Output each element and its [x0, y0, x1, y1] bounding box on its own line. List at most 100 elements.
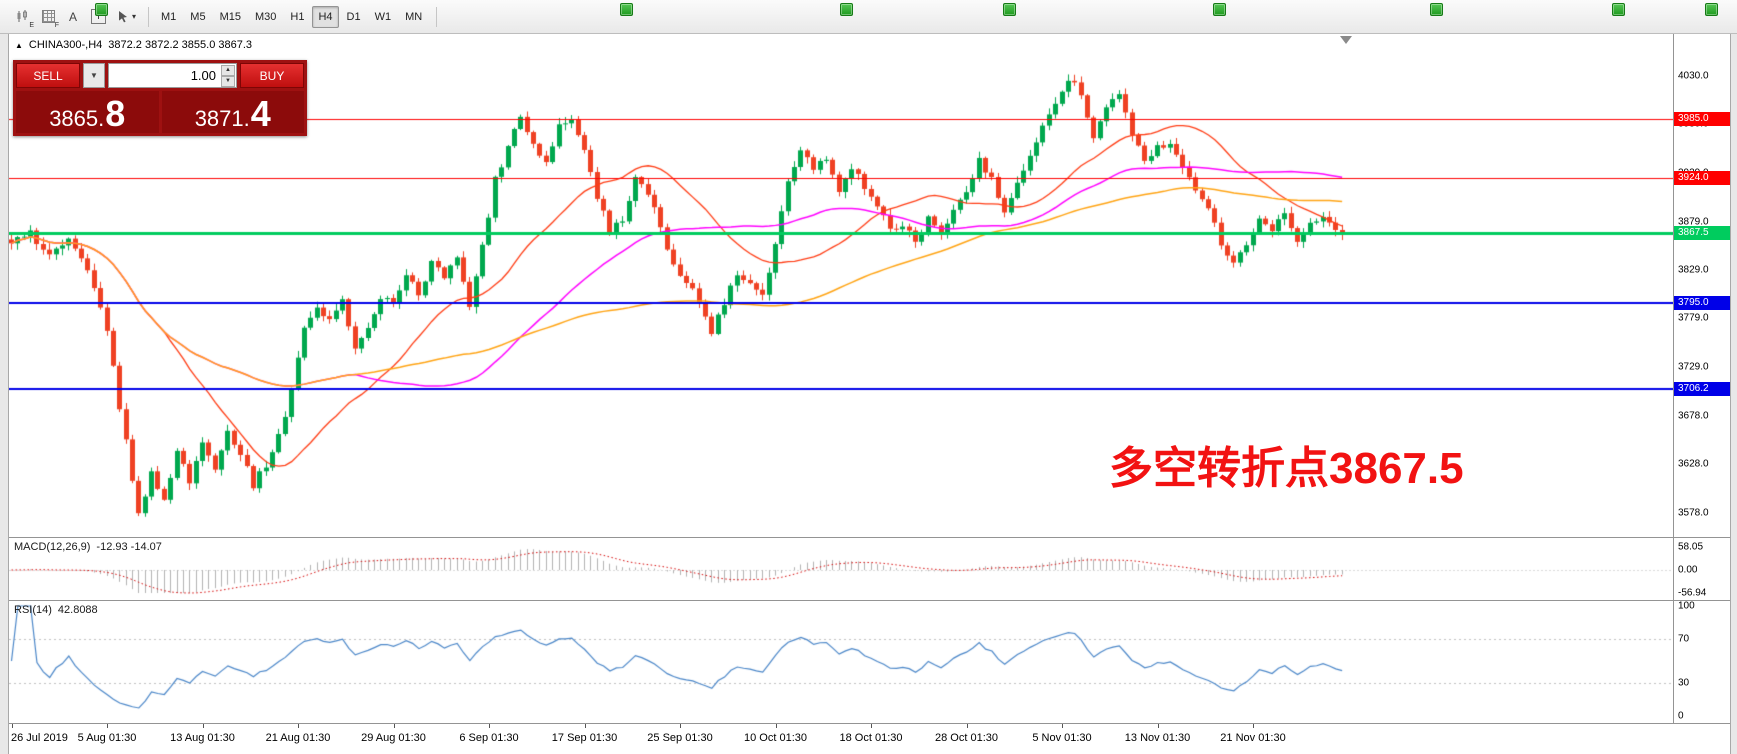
time-axis-tick	[298, 724, 299, 728]
rsi-plot-area[interactable]: RSI(14) 42.8088	[9, 601, 1673, 723]
time-axis-label: 18 Oct 01:30	[839, 732, 903, 744]
grid-tool-button[interactable]: F	[36, 5, 60, 29]
time-axis-tick	[107, 724, 108, 728]
time-axis-tick	[680, 724, 681, 728]
price-level-tag: 3706.2	[1674, 381, 1730, 396]
symbol-ohlc-values: 3872.2 3872.2 3855.0 3867.3	[108, 39, 253, 51]
volume-increase-button[interactable]: ▲	[221, 65, 235, 76]
buy-price-display: 3871. 4	[161, 91, 304, 134]
chart-status-icon[interactable]	[840, 3, 853, 16]
cursor-tool-button[interactable]: ▾	[112, 5, 141, 29]
price-axis[interactable]: 4030.03980.03929.03879.03829.03779.03729…	[1673, 34, 1730, 537]
rsi-header: RSI(14) 42.8088	[14, 604, 98, 616]
sell-price-main: 3865	[49, 106, 99, 131]
volume-stepper: ▲ ▼	[221, 65, 235, 87]
timeframe-d1[interactable]: D1	[346, 10, 361, 23]
chart-status-icon[interactable]	[1003, 3, 1016, 16]
time-axis-label: 10 Oct 01:30	[744, 732, 807, 744]
price-axis-label: 3829.0	[1678, 264, 1709, 276]
macd-axis[interactable]: 58.05 0.00 -56.94	[1673, 538, 1730, 600]
rsi-canvas[interactable]	[9, 601, 1673, 723]
chart-status-icon[interactable]	[95, 3, 108, 16]
bar-chart-tool-button[interactable]: E	[10, 5, 35, 29]
price-level-tag: 3985.0	[1674, 112, 1730, 127]
sell-price-display: 3865. 8	[16, 91, 159, 134]
chart-annotation: 多空转折点3867.5	[1109, 444, 1464, 493]
time-axis-tick	[1062, 724, 1063, 728]
rsi-label: RSI(14)	[14, 604, 52, 616]
price-level-tag: 3924.0	[1674, 171, 1730, 186]
time-axis-tick	[11, 724, 13, 728]
sell-button[interactable]: SELL	[16, 63, 80, 88]
collapse-arrow-icon[interactable]: ▲	[15, 40, 23, 50]
price-axis-label: 3779.0	[1678, 312, 1709, 324]
time-axis-label: 29 Aug 01:30	[361, 732, 426, 744]
price-axis-label: 3678.0	[1678, 410, 1709, 422]
time-axis-tick	[1157, 724, 1159, 728]
time-axis[interactable]: 26 Jul 2019 5 Aug 01:30 13 Aug 01:30 21 Aug…	[9, 724, 1730, 754]
grid-icon	[41, 10, 55, 23]
chart-window: ▲ CHINA300-,H4 3872.2 3872.2 3855.0 3867…	[8, 34, 1731, 754]
rsi-axis-label: 100	[1678, 601, 1695, 612]
timeframe-h1[interactable]: H1	[290, 10, 305, 23]
chart-status-icon[interactable]	[1705, 3, 1718, 16]
text-tool-button[interactable]: A	[61, 5, 85, 29]
time-axis-tick	[202, 724, 204, 728]
time-axis-label: 28 Oct 01:30	[935, 732, 998, 744]
price-panel: ▲ CHINA300-,H4 3872.2 3872.2 3855.0 3867…	[9, 34, 1730, 538]
buy-button[interactable]: BUY	[240, 63, 304, 88]
scroll-position-marker	[1340, 36, 1352, 44]
timeframe-m1[interactable]: M1	[161, 10, 177, 23]
macd-canvas[interactable]	[9, 538, 1673, 600]
tool-sub-label: E	[29, 21, 34, 29]
volume-decrease-button[interactable]: ▼	[221, 76, 235, 87]
time-axis-label: 26 Jul 2019	[11, 732, 68, 744]
timeframe-h4[interactable]: H4	[312, 5, 339, 28]
time-axis-label: 13 Aug 01:30	[170, 732, 235, 744]
time-axis-tick	[966, 724, 968, 728]
price-level-tag: 3867.5	[1674, 225, 1730, 240]
price-plot-area[interactable]: ▲ CHINA300-,H4 3872.2 3872.2 3855.0 3867…	[9, 34, 1673, 537]
chart-status-icon[interactable]	[620, 3, 633, 16]
macd-header: MACD(12,26,9) -12.93 -14.07	[14, 541, 162, 553]
time-axis-label: 13 Nov 01:30	[1124, 732, 1191, 744]
volume-field: ▲ ▼	[108, 63, 237, 88]
sell-price-pip: 8	[105, 93, 126, 134]
macd-values: -12.93 -14.07	[96, 541, 162, 553]
timeframe-m15[interactable]: M15	[219, 10, 241, 23]
time-axis-label: 25 Sep 01:30	[647, 732, 713, 744]
price-axis-label: 3879.0	[1678, 216, 1709, 228]
rsi-panel: RSI(14) 42.8088 100 70 30 0	[9, 601, 1730, 724]
macd-axis-label: -56.94	[1678, 587, 1707, 599]
price-axis-label: 3729.0	[1678, 361, 1709, 373]
cursor-icon	[119, 11, 127, 23]
macd-plot-area[interactable]: MACD(12,26,9) -12.93 -14.07	[9, 538, 1673, 600]
volume-input[interactable]	[109, 64, 236, 87]
rsi-value: 42.8088	[57, 604, 98, 616]
time-axis-tick	[489, 724, 490, 728]
rsi-axis-label: 70	[1678, 633, 1690, 645]
candlestick-chart-icon	[17, 10, 27, 22]
price-axis-label: 4030.0	[1678, 70, 1709, 82]
chart-status-icon[interactable]	[1430, 3, 1443, 16]
toolbar-separator	[148, 6, 150, 27]
time-axis-label: 5 Aug 01:30	[77, 732, 137, 744]
time-axis-tick	[393, 724, 395, 728]
timeframe-w1[interactable]: W1	[374, 10, 392, 23]
time-axis-tick	[871, 724, 872, 728]
macd-axis-label: 0.00	[1678, 564, 1698, 576]
chart-status-icon[interactable]	[1213, 3, 1226, 16]
one-click-trade-panel: SELL ▼ ▲ ▼ BUY 3865.8	[13, 60, 307, 136]
chart-status-icon[interactable]	[1612, 3, 1625, 16]
toolbar-separator	[436, 6, 438, 27]
text-tool-icon: A	[68, 9, 77, 24]
rsi-axis[interactable]: 100 70 30 0	[1673, 601, 1730, 723]
volume-dropdown-button[interactable]: ▼	[83, 63, 105, 88]
buy-price-pip: 4	[250, 93, 271, 134]
time-axis-tick	[584, 724, 586, 728]
timeframe-m30[interactable]: M30	[254, 10, 277, 23]
timeframe-mn[interactable]: MN	[405, 10, 423, 23]
timeframe-m5[interactable]: M5	[190, 10, 206, 23]
price-level-tag: 3795.0	[1674, 295, 1730, 310]
time-axis-tick	[1253, 724, 1254, 728]
